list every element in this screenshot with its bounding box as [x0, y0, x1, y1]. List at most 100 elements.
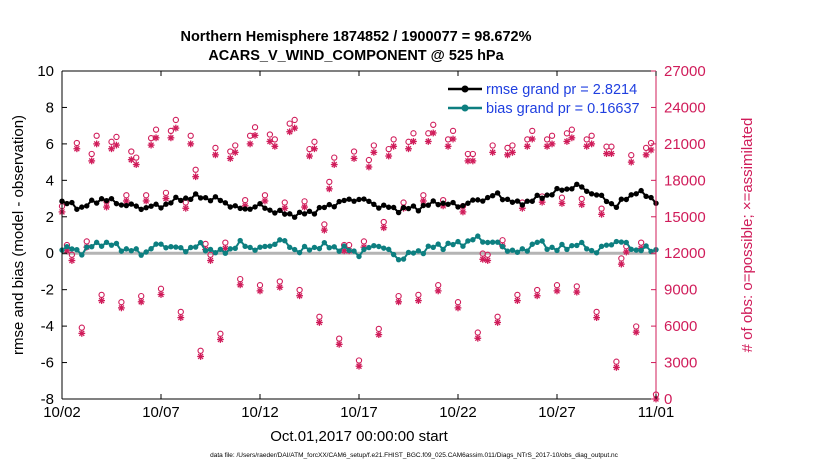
bias-point	[341, 243, 347, 249]
rmse-point	[247, 206, 253, 212]
bias-point	[232, 245, 238, 251]
rmse-point	[524, 198, 530, 204]
assimilated-obs-marker	[464, 157, 472, 165]
rmse-point	[133, 203, 139, 209]
bias-point	[564, 246, 570, 253]
chart-title: Northern Hemisphere 1874852 / 1900077 = …	[180, 29, 531, 45]
rmse-point	[103, 197, 110, 204]
right-y-axis-label: # of obs: o=possible; ×=assimilated	[739, 118, 756, 353]
assimilated-obs-marker	[484, 257, 492, 264]
bias-point	[440, 246, 446, 253]
possible-obs-marker	[326, 178, 333, 186]
legend-bias-label: bias grand pr = 0.16637	[486, 101, 640, 117]
assimilated-obs-marker	[583, 142, 591, 150]
possible-obs-marker	[113, 133, 120, 141]
assimilated-obs-marker	[301, 203, 308, 211]
possible-obs-marker	[331, 154, 338, 161]
rmse-point	[371, 201, 377, 208]
rmse-point	[376, 205, 382, 211]
bias-point	[301, 243, 308, 250]
possible-obs-marker	[167, 127, 175, 135]
bias-point	[168, 244, 174, 250]
rmse-point	[118, 202, 125, 208]
assimilated-obs-marker	[380, 224, 388, 232]
possible-obs-marker	[370, 142, 377, 149]
legend-bias-marker	[461, 104, 469, 112]
assimilated-obs-marker	[588, 140, 596, 148]
bias-point	[559, 241, 565, 248]
rmse-point	[559, 187, 565, 193]
assimilated-obs-marker	[88, 157, 96, 165]
possible-obs-marker	[227, 148, 234, 155]
rmse-point	[217, 197, 224, 204]
bias-point	[158, 241, 164, 247]
rmse-point	[519, 202, 526, 208]
assimilated-obs-marker	[296, 292, 303, 300]
bias-point	[534, 239, 540, 246]
bias-point	[227, 246, 233, 252]
rmse-point	[267, 207, 273, 213]
right-y-tick-label: 3000	[664, 355, 697, 372]
rmse-point	[282, 211, 288, 217]
left-y-axis-label: rmse and bias (model - observation)	[10, 115, 27, 355]
bias-point	[480, 239, 486, 245]
assimilated-obs-marker	[429, 129, 437, 137]
assimilated-obs-marker	[553, 287, 561, 295]
bias-point	[460, 243, 466, 249]
assimilated-obs-marker	[365, 163, 373, 171]
rmse-point	[603, 198, 610, 205]
rmse-point	[579, 184, 585, 190]
bias-point	[143, 249, 149, 255]
bias-point	[287, 244, 293, 251]
assimilated-obs-marker	[424, 138, 432, 145]
assimilated-obs-marker	[261, 197, 269, 205]
bias-point	[326, 245, 332, 251]
assimilated-obs-marker	[647, 146, 655, 154]
right-y-tick-label: 9000	[664, 282, 697, 299]
x-tick-label: 10/27	[538, 404, 576, 421]
assimilated-obs-marker	[385, 152, 393, 160]
possible-obs-marker	[509, 142, 516, 149]
possible-obs-marker	[128, 148, 135, 155]
left-y-tick-label: 8	[46, 99, 54, 116]
bias-point	[118, 248, 125, 254]
x-tick-label: 11/01	[638, 404, 674, 421]
possible-obs-marker	[548, 132, 556, 139]
assimilated-obs-marker	[459, 208, 467, 216]
assimilated-obs-marker	[528, 135, 536, 143]
rmse-point	[336, 198, 342, 205]
assimilated-obs-marker	[217, 336, 224, 343]
possible-obs-marker	[469, 150, 476, 158]
assimilated-obs-marker	[632, 328, 640, 336]
rmse-point	[514, 198, 521, 204]
assimilated-obs-marker	[390, 142, 398, 150]
rmse-point	[608, 200, 615, 207]
assimilated-obs-marker	[167, 134, 175, 142]
bias-point	[376, 243, 382, 250]
rmse-point	[237, 205, 243, 212]
rmse-point	[361, 196, 367, 202]
assimilated-obs-marker	[197, 353, 204, 360]
assimilated-obs-marker	[410, 138, 417, 145]
bias-point	[628, 246, 634, 253]
rmse-point	[98, 196, 105, 202]
rmse-point	[301, 211, 308, 217]
assimilated-obs-marker	[113, 141, 120, 149]
rmse-point	[69, 199, 75, 206]
bias-point	[64, 243, 70, 250]
rmse-point	[489, 192, 496, 199]
data-file-footer: data file: /Users/raeder/DAI/ATM_forcXX/…	[210, 452, 619, 459]
assimilated-obs-marker	[598, 210, 605, 218]
bias-point	[336, 248, 342, 254]
rmse-point	[341, 197, 347, 204]
assimilated-obs-marker	[137, 298, 145, 306]
rmse-point	[534, 192, 540, 199]
rmse-point	[366, 198, 372, 205]
assimilated-obs-marker	[93, 140, 101, 148]
bias-point	[123, 246, 130, 252]
assimilated-obs-marker	[177, 314, 185, 322]
rmse-point	[296, 209, 303, 215]
rmse-point	[593, 192, 600, 198]
bias-point	[643, 243, 649, 249]
possible-obs-marker	[291, 116, 298, 124]
